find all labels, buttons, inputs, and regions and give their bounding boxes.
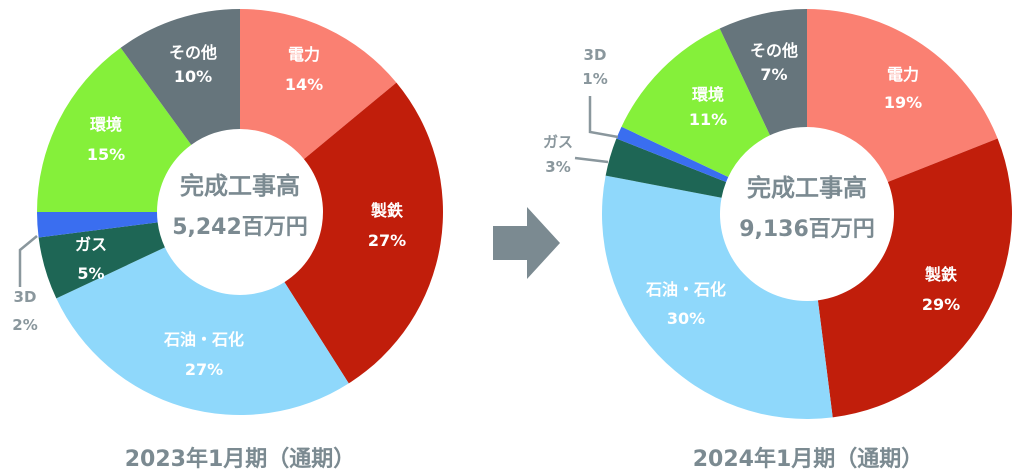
slice-percent-label: 29%	[922, 295, 960, 314]
slice-percent-label: 27%	[185, 360, 223, 379]
outside-slice-percent-label: 3%	[545, 158, 570, 176]
period-label-2023: 2023年1月期（通期）	[125, 446, 356, 472]
period-label-2024: 2024年1月期（通期）	[693, 446, 924, 472]
slice-percent-label: 5%	[77, 264, 104, 283]
center-title: 完成工事高	[747, 174, 867, 202]
slice-name-label: 電力	[288, 45, 320, 64]
outside-slice-name-label: ガス	[543, 133, 573, 151]
donut-slice-4	[37, 212, 158, 238]
slice-name-label: 製鉄	[924, 265, 957, 284]
slice-name-label: ガス	[75, 235, 107, 254]
slice-percent-label: 10%	[174, 67, 212, 86]
donut-slice-2	[602, 175, 833, 419]
slice-name-label: 石油・石化	[645, 280, 726, 299]
slice-name-label: 環境	[692, 85, 724, 104]
donut-chart-2024: 電力 19% 製鉄 29% 石油・石化 30% 環境 11% その他 7% 3D 1% ガス 3% 完成工事…	[543, 9, 1012, 419]
outside-slice-name-label: 3D	[584, 46, 607, 64]
donut-slice-4	[616, 126, 729, 182]
slice-name-label: その他	[750, 41, 798, 60]
slice-percent-label: 14%	[285, 75, 323, 94]
slice-name-label: 石油・石化	[163, 330, 244, 349]
slice-percent-label: 30%	[667, 309, 705, 328]
outside-slice-name-label: 3D	[14, 288, 37, 306]
slice-percent-label: 19%	[884, 93, 922, 112]
slice-name-label: 環境	[90, 115, 122, 134]
donut-slice-5	[621, 28, 770, 177]
donut-slice-0	[807, 9, 998, 182]
slice-percent-label: 11%	[689, 110, 727, 129]
donut-slice-2	[56, 247, 349, 415]
donut-slice-1	[817, 138, 1012, 418]
leader-line	[588, 96, 619, 139]
slice-name-label: 製鉄	[370, 201, 403, 220]
donut-slice-5	[37, 47, 192, 213]
donut-slice-6	[719, 9, 807, 136]
outside-slice-percent-label: 2%	[12, 316, 37, 334]
donut-chart-2023: 電力 14% 製鉄 27% 石油・石化 27% ガス 5% 環境 15% その他 10% 3D 2% 完成工…	[12, 9, 443, 415]
outside-slice-percent-label: 1%	[582, 70, 607, 88]
donut-slice-6	[120, 9, 240, 145]
donut-slice-3	[38, 222, 165, 299]
slice-name-label: その他	[169, 43, 217, 62]
slice-percent-label: 27%	[368, 231, 406, 250]
slice-percent-label: 15%	[87, 145, 125, 164]
center-value: 9,136百万円	[739, 217, 875, 242]
donut-slice-3	[605, 138, 727, 198]
leader-line	[574, 156, 609, 164]
right-arrow-icon	[493, 207, 560, 279]
donut-slice-0	[240, 9, 397, 160]
leader-line	[18, 235, 38, 287]
center-value: 5,242百万円	[172, 215, 308, 240]
slice-percent-label: 7%	[760, 65, 787, 84]
donut-slice-1	[284, 82, 443, 384]
center-title: 完成工事高	[180, 172, 300, 200]
slice-name-label: 電力	[887, 65, 919, 84]
